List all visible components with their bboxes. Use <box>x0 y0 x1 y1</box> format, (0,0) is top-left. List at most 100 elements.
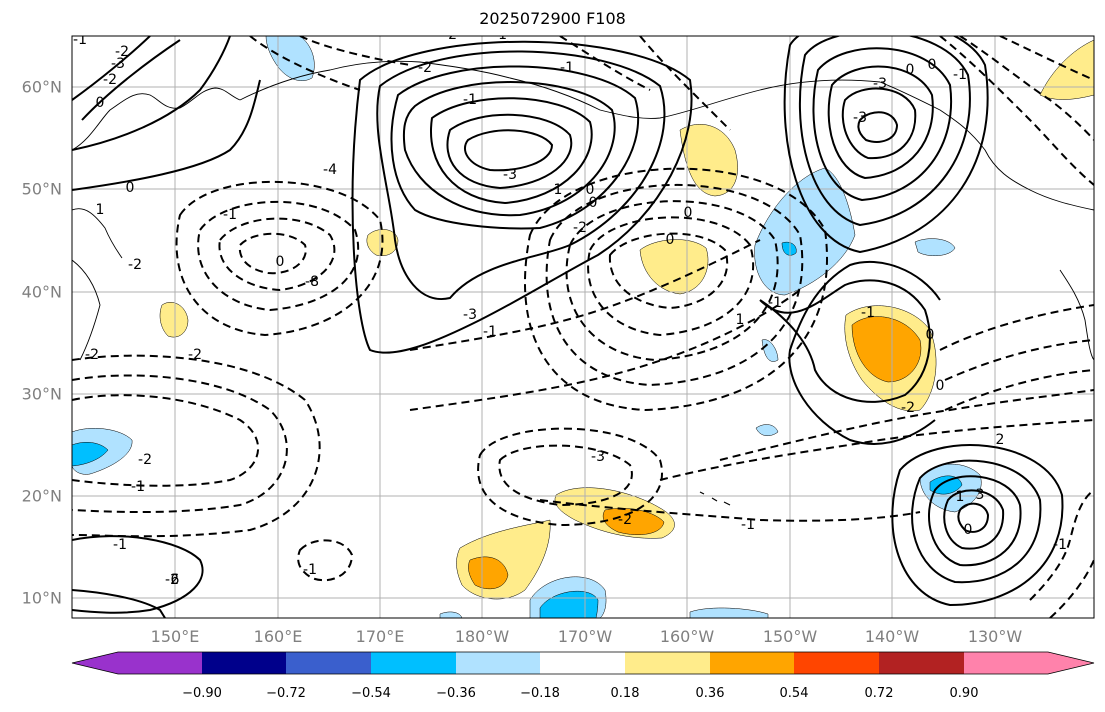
contour-label: -1 <box>560 60 574 76</box>
contour-label: -1 <box>113 537 127 553</box>
contour-line-negative <box>608 232 729 310</box>
contour-line-positive <box>72 535 204 614</box>
colorbar-tick-label: 0.54 <box>780 686 809 701</box>
contour-line-positive <box>891 444 1064 607</box>
contour-line-positive <box>788 260 941 445</box>
contour-line-negative <box>72 394 260 487</box>
contour-label: -2 <box>573 220 587 236</box>
anomaly-fill-neg1 <box>754 167 856 296</box>
contour-label: -1 <box>483 324 497 340</box>
contour-line-negative <box>218 217 336 292</box>
colorbar-tick-label: 0.18 <box>611 686 640 701</box>
colorbar-tick-labels: −0.90 −0.72 −0.54 −0.36 −0.18 0.18 0.36 0.54 0.7… <box>182 686 978 701</box>
contour-label: -1 <box>303 562 317 578</box>
contour-label: -1 <box>953 67 967 83</box>
contour-line-negative <box>944 369 1094 411</box>
contour-label: -1 <box>861 305 875 321</box>
contour-label: -2 <box>85 347 99 363</box>
anomaly-fill-pos1 <box>679 124 738 197</box>
contour-label: -1 <box>1053 537 1067 553</box>
colorbar-tick-label: 0.90 <box>950 686 979 701</box>
colorbar-bin <box>202 652 287 674</box>
contour-lines <box>72 36 1094 618</box>
lon-label: 160°E <box>254 627 303 646</box>
anomaly-fill-neg2 <box>72 442 109 467</box>
contour-line-positive <box>841 87 917 160</box>
contour-line-positive <box>72 36 181 121</box>
contour-line-negative <box>659 419 1094 481</box>
contour-label: -2 <box>443 27 457 43</box>
contour-line-negative <box>939 36 1094 186</box>
contour-line-negative <box>939 304 1094 351</box>
contour-line-positive <box>402 81 616 217</box>
contour-label: 1 <box>956 489 965 505</box>
contour-label: 0 <box>586 182 595 198</box>
contour-line-positive <box>943 489 1005 550</box>
contour-line-negative <box>1029 489 1094 601</box>
contour-label: 0 <box>276 254 285 270</box>
contour-label: -2 <box>418 60 432 76</box>
lat-label: 60°N <box>22 78 62 97</box>
colorbar-outline <box>71 651 1095 675</box>
contour-line-positive <box>857 111 899 143</box>
contour-label: 0 <box>936 378 945 394</box>
contour-line-positive <box>812 47 953 202</box>
contour-label: -3 <box>503 167 517 183</box>
lon-label: 180°W <box>455 627 510 646</box>
anomaly-fill-neg2 <box>929 475 963 495</box>
contour-line-positive <box>759 279 931 403</box>
colorbar-bin <box>879 652 965 674</box>
contour-label: -2 <box>138 452 152 468</box>
contour-line-negative <box>559 36 651 91</box>
contour-line-negative <box>999 36 1094 81</box>
contour-label: -3 <box>463 307 477 323</box>
contour-label: -2 <box>618 512 632 528</box>
contour-line-negative <box>299 36 411 66</box>
contour-line-negative <box>959 36 1094 141</box>
colorbar-bin <box>710 652 795 674</box>
contour-line-positive <box>72 79 261 191</box>
lon-label: 150°W <box>763 627 818 646</box>
contour-line-positive <box>446 113 573 190</box>
contour-line-positive <box>928 475 1022 567</box>
map-frame <box>71 35 1095 619</box>
colorbar-tick-label: 0.36 <box>696 686 725 701</box>
contour-line-positive <box>783 36 989 254</box>
contour-label: 0 <box>964 522 973 538</box>
contour-label: 0 <box>928 57 937 73</box>
contour-label: -2 <box>188 347 202 363</box>
anomaly-fill-pos1 <box>159 302 189 338</box>
contour-line-positive <box>430 97 593 205</box>
colorbar-bin <box>794 652 880 674</box>
contour-line-negative <box>565 200 779 362</box>
contour-line-positive <box>72 36 231 151</box>
colorbar-tick-label: −0.18 <box>520 686 560 701</box>
contour-label: -3 <box>853 110 867 126</box>
colorbar-tick-label: −0.36 <box>436 686 476 701</box>
contour-line-negative <box>409 239 761 351</box>
contour-label: -1 <box>223 207 237 223</box>
contour-line-positive <box>463 129 554 172</box>
contour-label: 2 <box>996 432 1005 448</box>
colorbar-under-arrow <box>72 652 118 674</box>
contour-label: -4 <box>323 162 337 178</box>
anomaly-fill-pos2 <box>468 556 509 590</box>
lat-label: 10°N <box>22 589 62 608</box>
colorbar-over-arrow <box>1048 652 1094 674</box>
contour-line-negative <box>175 180 384 337</box>
contour-line-negative <box>249 36 361 91</box>
contour-label: -1 <box>768 295 782 311</box>
anomaly-fill-neg2 <box>781 241 797 256</box>
contour-line-negative <box>523 167 828 412</box>
colorbar-tick-label: −0.90 <box>182 686 222 701</box>
anomaly-fill-neg1 <box>439 611 463 618</box>
contour-line-negative <box>719 389 1094 461</box>
lon-label: 170°E <box>356 627 405 646</box>
lat-label: 30°N <box>22 385 62 404</box>
colorbar-bin <box>456 652 541 674</box>
colorbar <box>71 651 1095 675</box>
contour-line-negative <box>477 427 663 527</box>
lon-label: 140°W <box>865 627 920 646</box>
contour-label: -2 <box>165 572 179 588</box>
